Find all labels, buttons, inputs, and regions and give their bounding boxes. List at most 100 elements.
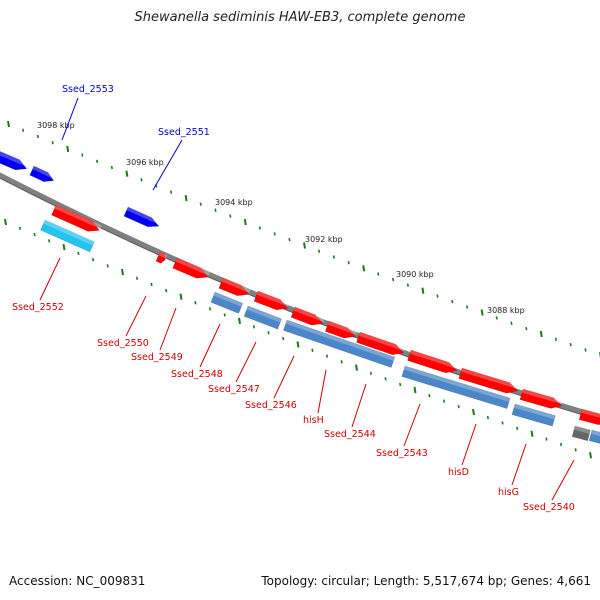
gene-features[interactable] xyxy=(0,147,600,447)
gene-Ssed_2551[interactable] xyxy=(123,206,161,231)
gene-hisH[interactable] xyxy=(324,320,358,342)
map-title: Shewanella sediminis HAW-EB3, complete g… xyxy=(134,10,466,25)
major-tick-mark xyxy=(243,218,247,226)
minor-tick-mark xyxy=(369,371,373,375)
minor-tick-mark xyxy=(282,336,285,341)
gene-label-leader xyxy=(317,369,327,414)
cds-Ssed_2552[interactable] xyxy=(40,219,95,253)
minor-tick-mark xyxy=(428,393,431,398)
gene-label-Ssed_2547[interactable]: Ssed_2547 xyxy=(208,384,260,395)
major-tick-mark xyxy=(66,145,70,153)
cds-pseudo[interactable] xyxy=(571,425,591,442)
minor-tick-mark xyxy=(33,232,36,237)
minor-tick-mark xyxy=(110,165,113,170)
gene-label-Ssed_2543[interactable]: Ssed_2543 xyxy=(376,448,428,459)
gene-hisD[interactable] xyxy=(458,367,520,396)
cds-Ssed_2540[interactable] xyxy=(588,429,600,447)
minor-tick-mark xyxy=(399,382,402,387)
cds-Ssed_2546[interactable] xyxy=(283,319,396,368)
major-tick-mark xyxy=(362,265,366,272)
accession-text: Accession: NC_009831 xyxy=(9,574,146,588)
minor-tick-mark xyxy=(273,232,276,236)
major-tick-mark xyxy=(62,243,66,251)
major-tick-mark xyxy=(179,293,183,300)
minor-tick-mark xyxy=(466,305,469,309)
minor-tick-mark xyxy=(214,208,217,212)
ruler-tick-label: 3096 kbp xyxy=(126,158,164,167)
minor-tick-mark xyxy=(267,331,270,335)
gene-Ssed_2544[interactable] xyxy=(356,331,406,358)
gene-hisG[interactable] xyxy=(519,388,564,411)
gene-label-Ssed_2553[interactable]: Ssed_2553 xyxy=(62,84,114,95)
gene-Ssed_2554[interactable] xyxy=(0,147,29,174)
minor-tick-mark xyxy=(442,399,446,403)
cds-Ssed_2548[interactable] xyxy=(210,291,244,314)
minor-tick-mark xyxy=(199,202,202,206)
minor-tick-mark xyxy=(545,437,548,441)
minor-tick-mark xyxy=(554,337,557,341)
gene-label-leader xyxy=(159,307,177,351)
minor-tick-mark xyxy=(91,257,95,262)
minor-tick-mark xyxy=(140,178,143,182)
ruler-ticks: 3098 kbp 3096 kbp 3094 kbp 3092 kbp 3090 kbp… xyxy=(4,120,600,459)
gene-label-leader xyxy=(152,139,183,191)
gene-label-Ssed_2540[interactable]: Ssed_2540 xyxy=(523,502,575,513)
gene-label-Ssed_2544[interactable]: Ssed_2544 xyxy=(324,429,376,440)
minor-tick-mark xyxy=(208,307,212,311)
gene-label-hisH[interactable]: hisH xyxy=(303,415,324,426)
gene-label-Ssed_2550[interactable]: Ssed_2550 xyxy=(97,338,149,349)
major-tick-mark xyxy=(7,120,10,128)
gene-label-Ssed_2548[interactable]: Ssed_2548 xyxy=(171,369,223,380)
minor-tick-mark xyxy=(51,141,54,145)
minor-tick-mark xyxy=(559,442,563,447)
minor-tick-mark xyxy=(22,128,25,132)
gene-Ssed_2543[interactable] xyxy=(407,349,459,376)
major-tick-mark xyxy=(355,364,358,371)
minor-tick-mark xyxy=(347,261,350,265)
ruler-tick-label: 3088 kbp xyxy=(487,306,525,315)
minor-tick-mark xyxy=(451,299,454,304)
gene-label-leader xyxy=(61,97,79,141)
gene-label-leader xyxy=(39,257,61,301)
gene-label-hisD[interactable]: hisD xyxy=(448,467,469,478)
gene-label-leader xyxy=(199,323,221,368)
minor-tick-mark xyxy=(223,313,226,317)
minor-tick-mark xyxy=(288,238,291,242)
ruler-tick-label: 3098 kbp xyxy=(37,121,75,130)
gene-Ssed_2540[interactable] xyxy=(578,408,600,427)
major-tick-mark xyxy=(413,386,417,394)
gene-Ssed_2549[interactable] xyxy=(172,257,211,282)
gene-Ssed_2548[interactable] xyxy=(218,277,251,299)
cds-Ssed_2543[interactable] xyxy=(401,365,511,410)
gene-Ssed_2552[interactable] xyxy=(51,204,102,235)
gene-Ssed_2550[interactable] xyxy=(155,251,168,264)
major-tick-mark xyxy=(121,268,124,276)
gene-label-hisG[interactable]: hisG xyxy=(498,487,519,498)
cds-hisG[interactable] xyxy=(511,403,556,427)
gene-label-Ssed_2546[interactable]: Ssed_2546 xyxy=(245,400,297,411)
major-tick-mark xyxy=(589,452,592,459)
minor-tick-mark xyxy=(436,294,439,298)
minor-tick-mark xyxy=(96,159,99,163)
gene-Ssed_2547[interactable] xyxy=(253,290,290,313)
gene-label-leader xyxy=(273,355,295,399)
minor-tick-mark xyxy=(569,342,572,347)
major-tick-mark xyxy=(539,330,543,338)
gene-label-Ssed_2551[interactable]: Ssed_2551 xyxy=(158,127,210,138)
minor-tick-mark xyxy=(501,421,504,425)
gene-label-leader xyxy=(511,443,527,486)
gene-label-Ssed_2549[interactable]: Ssed_2549 xyxy=(131,352,183,363)
minor-tick-mark xyxy=(495,316,498,320)
minor-tick-mark xyxy=(332,255,335,259)
minor-tick-mark xyxy=(150,282,153,287)
gene-Ssed_2546[interactable] xyxy=(290,306,325,329)
minor-tick-mark xyxy=(229,214,232,218)
cds-Ssed_2547[interactable] xyxy=(243,305,282,330)
gene-Ssed_2553[interactable] xyxy=(29,165,56,185)
gene-label-Ssed_2552[interactable]: Ssed_2552 xyxy=(12,302,64,313)
minor-tick-mark xyxy=(325,354,329,358)
minor-tick-mark xyxy=(135,276,139,280)
minor-tick-mark xyxy=(486,415,490,420)
major-tick-mark xyxy=(303,242,306,249)
